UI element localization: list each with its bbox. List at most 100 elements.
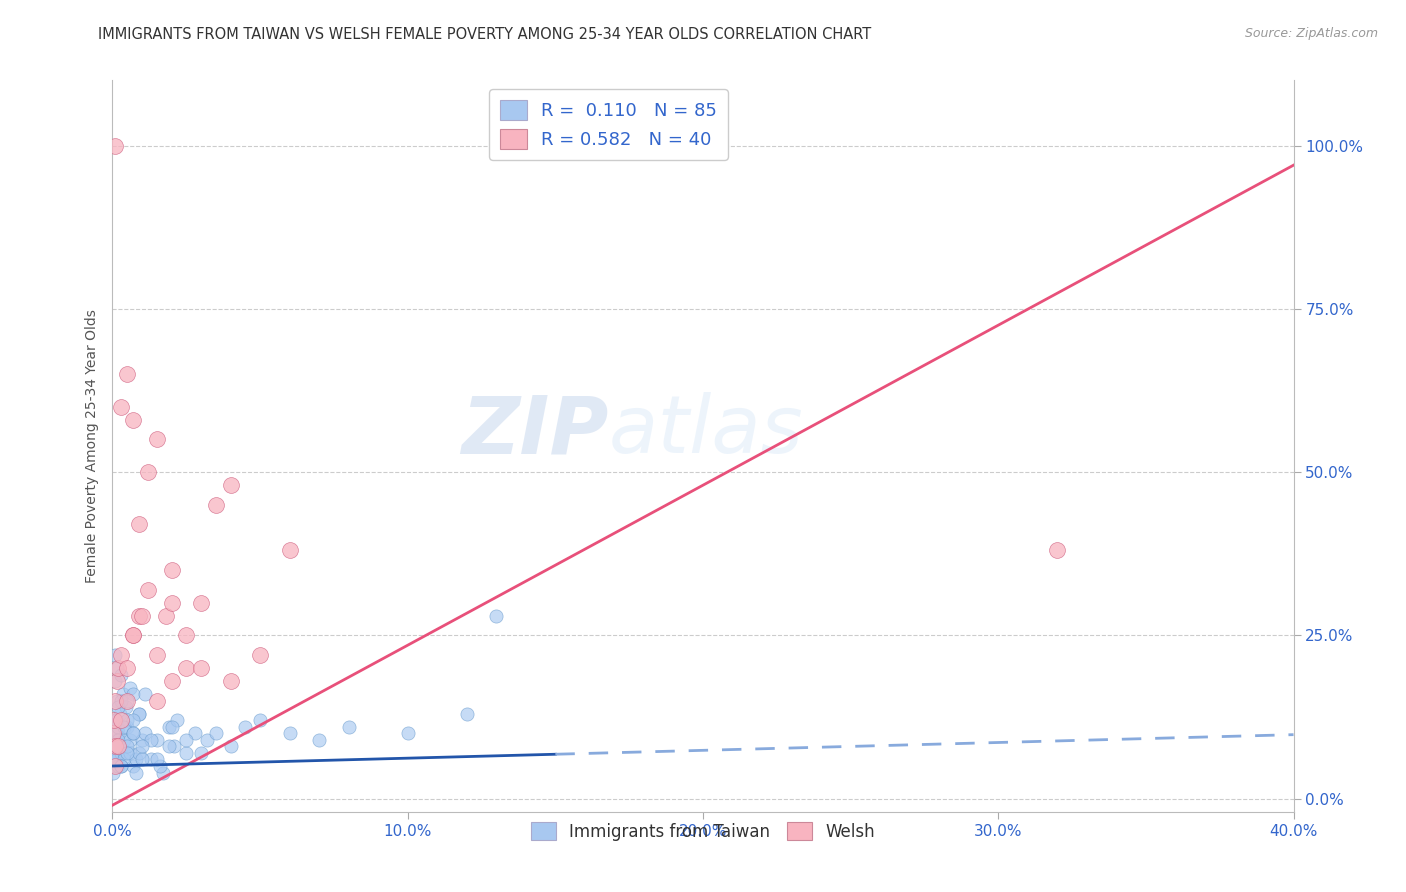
Point	[131, 732, 153, 747]
Point	[219, 478, 242, 492]
Text: ZIP: ZIP	[461, 392, 609, 470]
Point	[155, 608, 177, 623]
Point	[146, 694, 169, 708]
Point	[105, 739, 128, 754]
Point	[105, 714, 128, 728]
Point	[111, 687, 134, 701]
Point	[112, 732, 135, 747]
Point	[110, 714, 132, 728]
Point	[136, 465, 159, 479]
Point	[122, 726, 145, 740]
Point	[278, 543, 301, 558]
Point	[105, 674, 128, 689]
Point	[110, 746, 132, 760]
Point	[205, 498, 228, 512]
Point	[104, 739, 127, 754]
Point	[160, 596, 183, 610]
Point	[105, 732, 128, 747]
Point	[157, 720, 180, 734]
Point	[110, 648, 132, 662]
Point	[146, 648, 169, 662]
Point	[110, 759, 132, 773]
Point	[122, 687, 145, 701]
Point	[205, 726, 228, 740]
Point	[131, 752, 153, 766]
Point	[160, 563, 183, 577]
Legend: Immigrants from Taiwan, Welsh: Immigrants from Taiwan, Welsh	[524, 816, 882, 847]
Point	[104, 739, 127, 754]
Point	[107, 739, 129, 754]
Point	[103, 726, 125, 740]
Point	[120, 732, 142, 747]
Point	[485, 608, 508, 623]
Point	[110, 667, 132, 681]
Point	[139, 732, 162, 747]
Point	[190, 596, 212, 610]
Point	[114, 700, 136, 714]
Point	[122, 413, 145, 427]
Point	[104, 694, 127, 708]
Point	[122, 628, 145, 642]
Point	[104, 759, 127, 773]
Point	[174, 661, 197, 675]
Point	[117, 746, 138, 760]
Point	[104, 648, 127, 662]
Point	[104, 752, 127, 766]
Point	[107, 759, 129, 773]
Point	[112, 746, 135, 760]
Point	[108, 706, 131, 721]
Point	[163, 739, 186, 754]
Point	[103, 739, 125, 754]
Text: Source: ZipAtlas.com: Source: ZipAtlas.com	[1244, 27, 1378, 40]
Point	[174, 746, 197, 760]
Point	[117, 694, 138, 708]
Text: IMMIGRANTS FROM TAIWAN VS WELSH FEMALE POVERTY AMONG 25-34 YEAR OLDS CORRELATION: IMMIGRANTS FROM TAIWAN VS WELSH FEMALE P…	[98, 27, 872, 42]
Point	[146, 433, 169, 447]
Point	[308, 732, 330, 747]
Y-axis label: Female Poverty Among 25-34 Year Olds: Female Poverty Among 25-34 Year Olds	[84, 309, 98, 583]
Point	[249, 714, 271, 728]
Point	[134, 726, 156, 740]
Point	[105, 739, 128, 754]
Point	[103, 752, 125, 766]
Point	[146, 752, 169, 766]
Point	[131, 608, 153, 623]
Point	[107, 661, 129, 675]
Point	[233, 720, 256, 734]
Point	[110, 694, 132, 708]
Point	[105, 661, 128, 675]
Point	[105, 694, 128, 708]
Point	[134, 687, 156, 701]
Point	[122, 628, 145, 642]
Point	[112, 720, 135, 734]
Point	[128, 706, 150, 721]
Point	[149, 759, 172, 773]
Point	[152, 765, 174, 780]
Point	[174, 732, 197, 747]
Point	[107, 720, 129, 734]
Text: atlas: atlas	[609, 392, 803, 470]
Point	[120, 746, 142, 760]
Point	[195, 732, 218, 747]
Point	[104, 138, 127, 153]
Point	[112, 752, 135, 766]
Point	[337, 720, 360, 734]
Point	[103, 726, 125, 740]
Point	[103, 714, 125, 728]
Point	[122, 726, 145, 740]
Point	[128, 608, 150, 623]
Point	[249, 648, 271, 662]
Point	[157, 739, 180, 754]
Point	[219, 739, 242, 754]
Point	[278, 726, 301, 740]
Point	[120, 681, 142, 695]
Point	[1046, 543, 1069, 558]
Point	[107, 732, 129, 747]
Point	[117, 714, 138, 728]
Point	[128, 517, 150, 532]
Point	[110, 759, 132, 773]
Point	[219, 674, 242, 689]
Point	[104, 674, 127, 689]
Point	[136, 582, 159, 597]
Point	[101, 765, 124, 780]
